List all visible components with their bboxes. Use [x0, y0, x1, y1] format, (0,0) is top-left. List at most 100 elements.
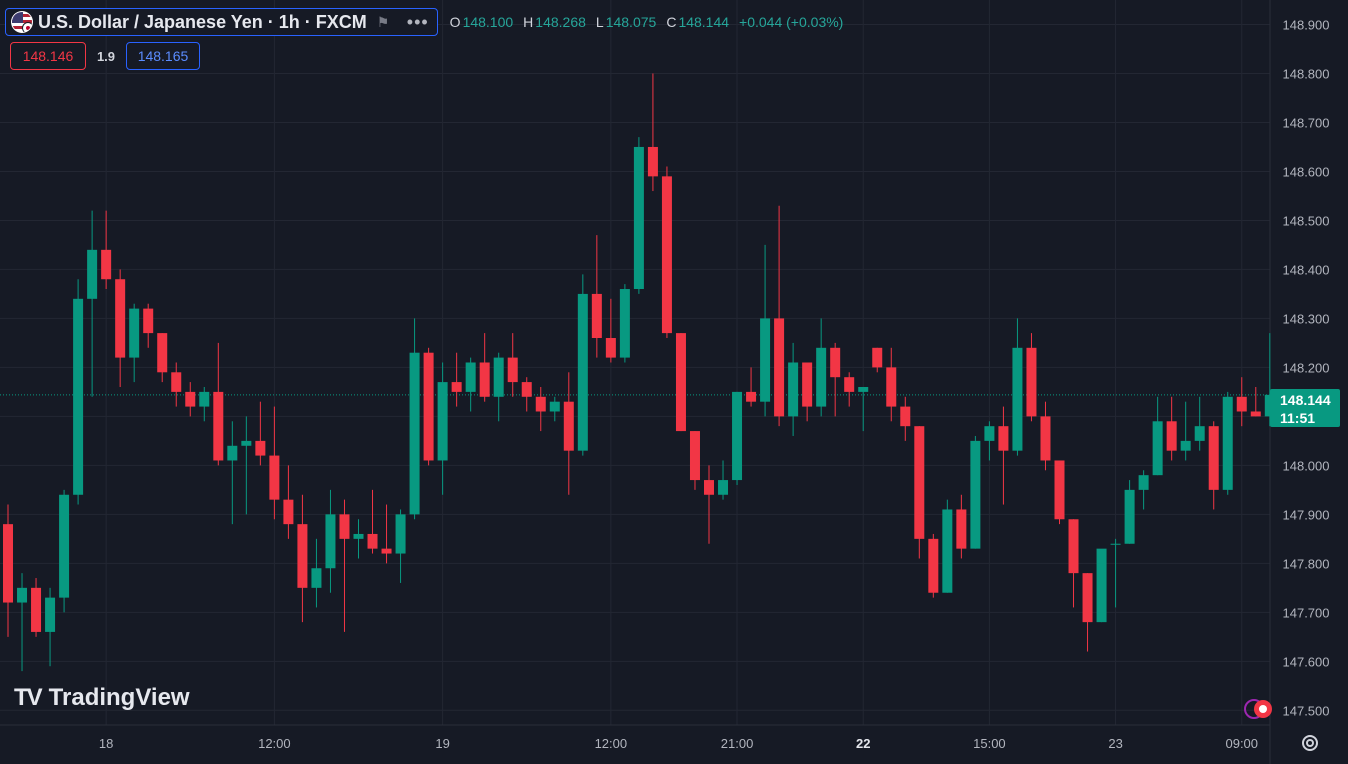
candle: [788, 342, 799, 436]
candle: [115, 269, 126, 387]
price-tick-label: 148.600: [1283, 164, 1330, 179]
candle: [31, 578, 42, 637]
candle-body: [479, 362, 490, 397]
candle: [998, 406, 1009, 505]
candle-body: [1012, 347, 1023, 451]
candle-body: [1250, 411, 1261, 417]
candle: [619, 284, 630, 363]
candle: [605, 298, 616, 363]
events-icon[interactable]: [1244, 698, 1272, 720]
spread-value: 1.9: [96, 48, 116, 64]
candle-body: [17, 587, 28, 603]
candle-body: [746, 391, 757, 402]
candle: [171, 362, 182, 407]
high-value: 148.268: [535, 14, 586, 30]
candle: [1054, 460, 1065, 525]
candle: [591, 235, 602, 358]
tradingview-logo-icon: TV: [14, 684, 43, 711]
candle-body: [493, 357, 504, 397]
candle-body: [507, 357, 518, 383]
candle-body: [1110, 543, 1121, 545]
candle-body: [353, 533, 364, 539]
candle-body: [689, 431, 700, 481]
candle: [872, 347, 883, 373]
symbol-selector[interactable]: U.S. Dollar / Japanese Yen · 1h · FXCM ⚑…: [5, 8, 438, 36]
price-tick-label: 147.900: [1283, 507, 1330, 522]
candle-body: [900, 406, 911, 427]
candle: [704, 465, 714, 544]
candle-body: [1180, 440, 1191, 451]
candle: [1208, 421, 1219, 510]
candle: [17, 573, 28, 672]
buy-button[interactable]: 148.165: [126, 42, 200, 70]
candle-body: [563, 401, 574, 451]
candle-body: [605, 338, 616, 358]
candle: [1236, 377, 1247, 427]
candle-body: [1236, 396, 1247, 412]
flag-icon[interactable]: ⚑: [376, 14, 390, 30]
candle-body: [255, 440, 266, 456]
candle: [283, 465, 294, 539]
grid: [0, 0, 1270, 725]
time-axis[interactable]: 18 12:00 19 12:00 21:00 22 15:00 23 09:00: [99, 736, 1258, 751]
candle: [746, 367, 757, 407]
tradingview-logo[interactable]: TV TradingView: [14, 684, 190, 712]
candle: [928, 533, 939, 598]
candle-body: [872, 347, 883, 368]
candle: [59, 489, 70, 613]
candle-body: [942, 509, 953, 593]
candle: [227, 421, 238, 525]
candle-body: [998, 426, 1009, 451]
candle: [1096, 548, 1107, 623]
candle-body: [984, 426, 995, 441]
candle: [255, 401, 266, 466]
candle-body: [1124, 489, 1135, 544]
open-label: O: [449, 14, 461, 30]
time-tick-label: 18: [99, 736, 113, 751]
candle: [1264, 333, 1275, 427]
candle-body: [325, 514, 336, 569]
candle-body: [297, 524, 308, 588]
candle-body: [367, 533, 378, 549]
candle: [157, 333, 168, 383]
ohlc-values: O 148.100 H 148.268 L 148.075 C 148.144 …: [450, 14, 844, 30]
candle-body: [115, 279, 126, 358]
settings-gear-icon[interactable]: [1298, 731, 1322, 755]
candle-body: [101, 249, 112, 280]
candle-body: [535, 396, 546, 412]
candle: [970, 435, 981, 549]
candle-body: [45, 597, 56, 632]
time-tick-label: 15:00: [973, 736, 1006, 751]
candle: [830, 342, 841, 417]
more-options-icon[interactable]: •••: [406, 11, 429, 32]
candle-body: [1026, 347, 1037, 417]
candle: [1026, 333, 1037, 422]
close-value: 148.144: [678, 14, 730, 30]
usd-jpy-flag-icon: [12, 12, 32, 32]
candle: [1180, 401, 1191, 461]
candle: [395, 509, 406, 583]
candle: [760, 244, 771, 417]
candle-body: [1166, 421, 1177, 451]
candle: [269, 406, 280, 520]
candle: [1222, 391, 1233, 495]
low-value: 148.075: [605, 14, 657, 30]
candle-body: [1222, 396, 1233, 490]
price-axis[interactable]: 147.500 147.600 147.700 147.800 147.900 148.0…: [1283, 17, 1330, 718]
price-tick-label: 147.800: [1283, 556, 1330, 571]
candle-body: [788, 362, 799, 417]
candle: [675, 333, 686, 432]
candle-body: [830, 347, 841, 378]
candles: [3, 73, 1275, 672]
candle: [185, 382, 196, 417]
candle-body: [395, 514, 406, 554]
candle: [577, 274, 588, 456]
candle-body: [619, 289, 630, 358]
sell-button[interactable]: 148.146: [10, 42, 86, 70]
candle: [942, 499, 953, 593]
candle: [339, 499, 350, 632]
candle: [3, 504, 13, 637]
candle: [143, 303, 154, 348]
candle: [1166, 396, 1177, 461]
